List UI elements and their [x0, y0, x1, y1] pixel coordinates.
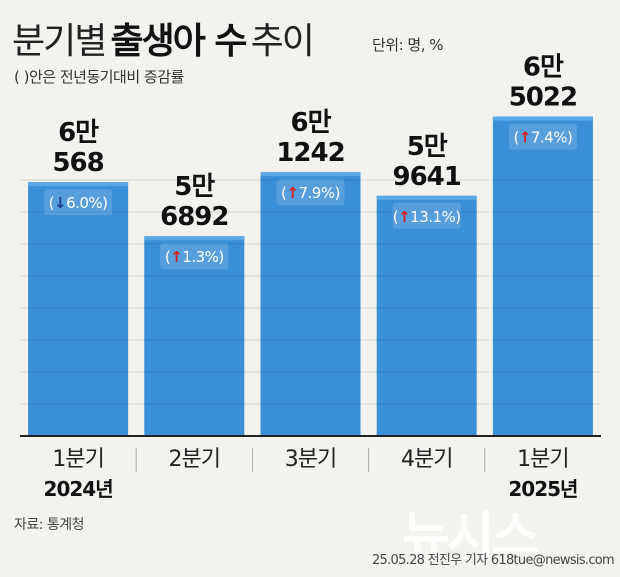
chart-title: 분기별 출생아 수 추이 [12, 12, 315, 64]
category-label: 1분기 [517, 447, 568, 472]
change-badge [508, 123, 577, 150]
change-badge [392, 202, 461, 229]
change-label: (↑7.9%) [281, 184, 340, 202]
value-label-lower: 9641 [393, 162, 461, 192]
change-badge [160, 243, 229, 270]
change-label: (↑7.4%) [513, 129, 572, 147]
category-label: 2분기 [169, 447, 220, 472]
category-label: 1분기 [52, 447, 103, 472]
bar [376, 195, 477, 436]
arrow-up-icon: ↑ [170, 248, 182, 266]
category-year-label: 2025년 [508, 477, 577, 501]
value-label-upper: 6만 [523, 53, 564, 83]
value-label-upper: 5만 [407, 132, 448, 162]
bar-top-accent [260, 172, 361, 177]
category-label: 4분기 [401, 447, 452, 472]
bar-top-accent [28, 182, 129, 187]
category-label: 3분기 [285, 447, 336, 472]
change-badge [276, 179, 345, 206]
credit-label: 25.05.28 전진우 기자 618tue@newsis.com [371, 553, 615, 568]
bar-top-accent [376, 195, 477, 200]
value-label-upper: 6만 [290, 108, 331, 138]
value-label-upper: 6만 [58, 118, 99, 148]
change-label: (↑1.3%) [165, 248, 224, 266]
bar [260, 172, 361, 436]
bar [144, 236, 245, 436]
subtitle: ( )안은 전년동기대비 증감률 [14, 68, 184, 86]
change-label: (↑13.1%) [393, 208, 461, 226]
arrow-down-icon: ↓ [54, 194, 66, 212]
arrow-up-icon: ↑ [398, 208, 410, 226]
watermark-logo: 뉴시스 [402, 507, 540, 567]
bar-top-accent [144, 236, 245, 241]
value-label-lower: 568 [52, 148, 103, 178]
value-label-lower: 6892 [160, 202, 228, 232]
unit-label: 단위: 명, % [372, 36, 444, 54]
value-label-upper: 5만 [174, 172, 215, 202]
source-label: 자료: 통계청 [14, 517, 85, 533]
value-label-lower: 5022 [509, 83, 577, 113]
title-part1: 분기별 [12, 21, 107, 62]
category-year-label: 2024년 [44, 477, 113, 501]
change-badge [44, 189, 113, 216]
title-part2: 추이 [250, 21, 315, 62]
arrow-up-icon: ↑ [519, 129, 531, 147]
title-bold: 출생아 수 [110, 21, 247, 62]
bar-top-accent [492, 116, 593, 121]
bar [28, 182, 129, 436]
value-label-lower: 1242 [276, 138, 344, 168]
change-label: (↓6.0%) [49, 194, 108, 212]
arrow-up-icon: ↑ [286, 184, 298, 202]
